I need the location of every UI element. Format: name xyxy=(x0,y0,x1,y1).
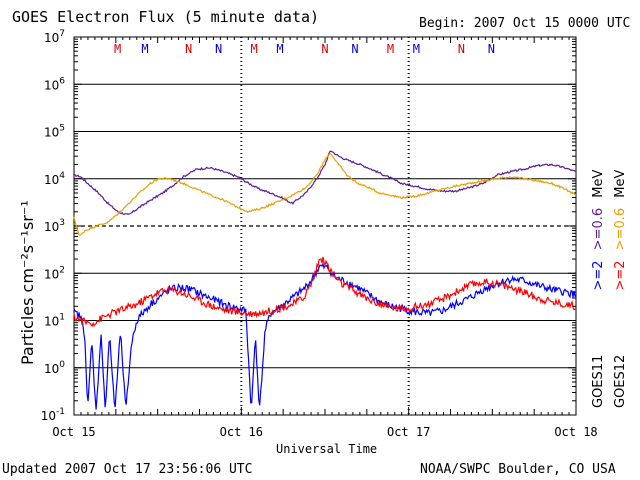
label-goes11-group: GOES11 >=2 >=0.6 MeV xyxy=(591,170,606,408)
marker-m-4: M xyxy=(250,42,257,56)
begin-label: Begin: 2007 Oct 15 0000 UTC xyxy=(419,16,631,31)
label-goes11-mev: MeV xyxy=(591,169,606,198)
marker-n-10: N xyxy=(458,42,465,56)
marker-n-7: N xyxy=(351,42,358,56)
marker-m-9: M xyxy=(413,42,420,56)
x-tick-label-2: Oct 17 xyxy=(387,425,430,439)
y-tick-label-3: 102 xyxy=(44,265,65,281)
marker-m-8: M xyxy=(387,42,394,56)
x-tick-label-3: Oct 18 xyxy=(554,425,597,439)
y-tick-label-2: 101 xyxy=(44,313,65,329)
series-line-3 xyxy=(73,256,577,328)
marker-m-1: M xyxy=(141,42,148,56)
marker-m-0: M xyxy=(114,42,121,56)
label-goes11: GOES11 xyxy=(591,354,606,408)
y-tick-label-8: 107 xyxy=(44,29,65,45)
y-tick-label-1: 100 xyxy=(44,360,65,376)
y-tick-label-0: 10-1 xyxy=(41,407,65,423)
y-axis-label: Particles cm⁻²s⁻¹sr⁻¹ xyxy=(18,200,37,365)
chart-title: GOES Electron Flux (5 minute data) xyxy=(12,8,320,26)
marker-n-2: N xyxy=(185,42,192,56)
y-tick-label-6: 105 xyxy=(44,124,65,140)
x-tick-label-1: Oct 16 xyxy=(220,425,263,439)
label-goes12-06mev: >=0.6 xyxy=(613,207,628,251)
marker-n-6: N xyxy=(321,42,328,56)
y-tick-label-5: 104 xyxy=(44,171,65,187)
y-tick-label-4: 103 xyxy=(44,218,65,234)
label-goes12-2mev: >=2 xyxy=(613,260,628,291)
label-goes12-group: GOES12 >=2 >=0.6 MeV xyxy=(613,170,628,408)
x-tick-label-0: Oct 15 xyxy=(52,425,95,439)
footer-source: NOAA/SWPC Boulder, CO USA xyxy=(420,462,616,477)
label-goes11-2mev: >=2 xyxy=(591,260,606,291)
series-line-1 xyxy=(73,152,577,236)
footer-updated: Updated 2007 Oct 17 23:56:06 UTC xyxy=(2,462,253,477)
series-line-0 xyxy=(73,150,577,215)
marker-m-5: M xyxy=(276,42,283,56)
label-goes11-06mev: >=0.6 xyxy=(591,207,606,251)
y-tick-label-7: 106 xyxy=(44,76,65,92)
label-goes12-mev: MeV xyxy=(613,169,628,198)
x-axis-label: Universal Time xyxy=(276,442,378,456)
plot-frame xyxy=(73,36,577,416)
marker-n-3: N xyxy=(215,42,222,56)
label-goes12: GOES12 xyxy=(613,354,628,408)
marker-n-11: N xyxy=(488,42,495,56)
